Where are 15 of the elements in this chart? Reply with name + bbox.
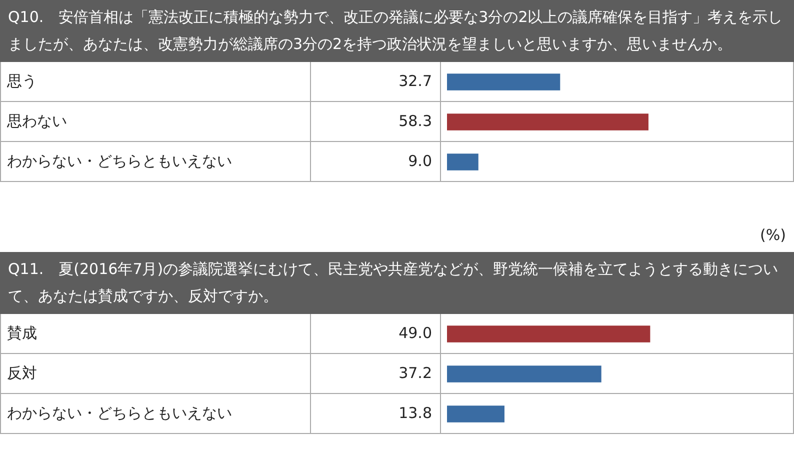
chart-title: Q10. 安倍首相は「憲法改正に積極的な勢力で、改正の発議に必要な3分の2以上の議席確保を目指す」考えを示しましたが、あなたは、改憲勢力が総議席の3分の2を持つ政治状況を望ましいと思いますか、思いませんか。 [0, 0, 794, 62]
data-label: 49.0 [311, 314, 441, 353]
text: (%) [759, 225, 787, 246]
y-tick-label: 思わない [1, 102, 311, 141]
chart-title: Q11. 夏(2016年7月)の参議院選挙にむけて、民主党や共産党などが、野党統一候補を立てようとする動きについて、あなたは賛成ですか、反対ですか。 [0, 252, 794, 314]
y-tick-label: わからない・どちらともいえない [1, 394, 311, 433]
y-tick-label: わからない・どちらともいえない [1, 142, 311, 181]
data-label: 9.0 [311, 142, 441, 181]
data-label: 58.3 [311, 102, 441, 141]
data-label: 37.2 [311, 354, 441, 393]
data-label: 13.8 [311, 394, 441, 433]
y-tick-label: 賛成 [1, 314, 311, 353]
y-tick-label: 反対 [1, 354, 311, 393]
data-label: 32.7 [311, 62, 441, 101]
y-tick-label: 思う [1, 62, 311, 101]
